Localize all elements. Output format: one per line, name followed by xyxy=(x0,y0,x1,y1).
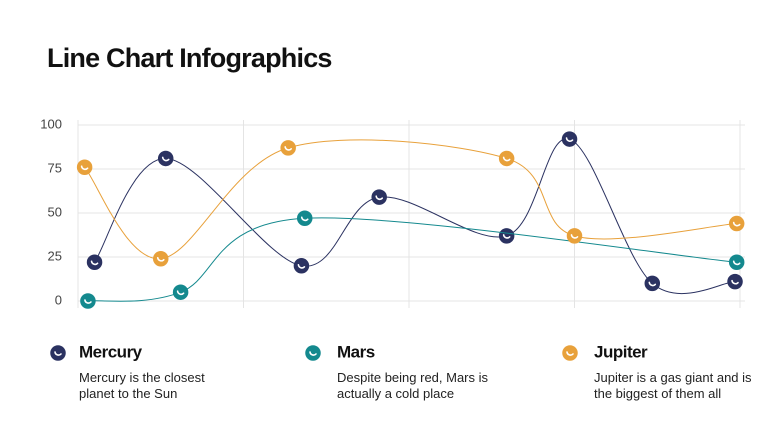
marker xyxy=(80,293,96,309)
marker-highlight xyxy=(565,137,574,142)
marker-highlight xyxy=(566,351,574,356)
marker-highlight xyxy=(297,264,306,269)
y-tick-label: 50 xyxy=(48,204,62,219)
marker-highlight xyxy=(90,260,99,266)
legend-description: Mercury is the closest planet to the Sun xyxy=(79,370,205,401)
marker xyxy=(50,345,66,361)
legend-description: Jupiter is a gas giant and is the bigges… xyxy=(594,370,752,401)
marker xyxy=(305,345,321,361)
marker xyxy=(498,150,515,167)
marker xyxy=(153,251,169,267)
marker-highlight xyxy=(731,279,739,285)
marker xyxy=(280,140,296,156)
marker xyxy=(728,254,745,271)
legend-label: Mars xyxy=(337,342,375,361)
marker xyxy=(562,345,578,361)
marker-highlight xyxy=(80,165,89,171)
marker xyxy=(296,210,313,227)
marker-highlight xyxy=(84,299,92,304)
marker-highlight xyxy=(732,221,741,227)
marker-highlight xyxy=(570,234,579,239)
chart-title: Line Chart Infographics xyxy=(47,43,332,73)
marker xyxy=(157,150,174,167)
legend-label: Mercury xyxy=(79,342,143,361)
marker xyxy=(86,254,103,271)
marker xyxy=(172,284,189,300)
series-line xyxy=(87,217,737,302)
marker-highlight xyxy=(156,256,165,262)
marker-highlight xyxy=(502,234,511,239)
marker-highlight xyxy=(161,156,170,162)
y-tick-label: 100 xyxy=(40,116,62,131)
y-tick-label: 25 xyxy=(48,248,62,263)
series-line xyxy=(84,139,737,260)
marker xyxy=(76,159,93,175)
legend-label: Jupiter xyxy=(594,342,648,361)
marker xyxy=(293,258,310,274)
marker-highlight xyxy=(375,195,384,201)
marker xyxy=(728,215,745,232)
y-tick-label: 75 xyxy=(48,160,62,175)
marker-highlight xyxy=(502,156,511,162)
legend-description: Despite being red, Mars is actually a co… xyxy=(337,370,489,401)
marker xyxy=(566,228,583,244)
marker-highlight xyxy=(648,281,657,287)
marker-highlight xyxy=(176,290,185,296)
marker-highlight xyxy=(54,351,62,356)
marker-highlight xyxy=(284,146,292,151)
marker xyxy=(561,131,578,147)
marker xyxy=(371,189,387,205)
marker-highlight xyxy=(732,260,741,266)
marker xyxy=(644,275,661,292)
marker xyxy=(727,273,743,290)
marker-highlight xyxy=(300,216,309,222)
marker xyxy=(498,228,515,244)
series-line xyxy=(94,138,736,295)
y-tick-label: 0 xyxy=(55,292,62,307)
marker-highlight xyxy=(309,351,317,356)
